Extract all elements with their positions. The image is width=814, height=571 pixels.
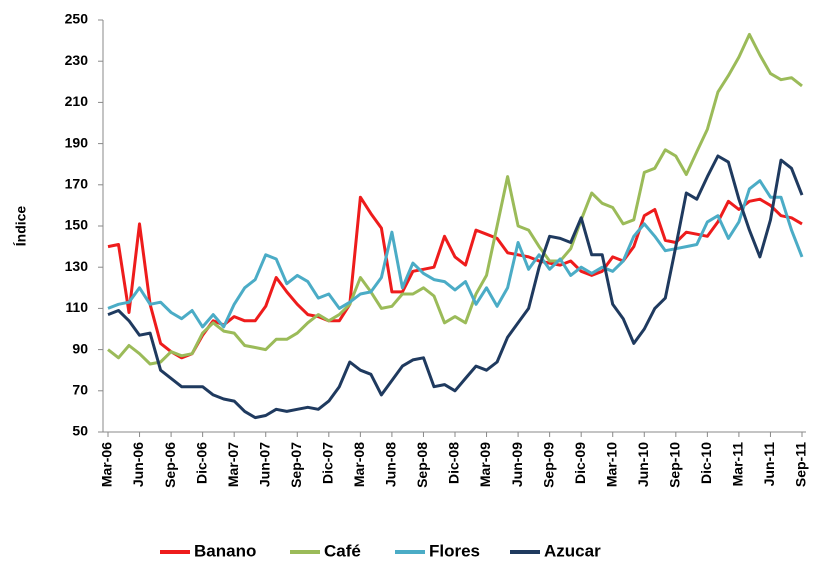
- x-tick-label: Jun-11: [761, 442, 777, 487]
- x-tick-label: Dic-07: [320, 442, 336, 484]
- x-tick-label: Dic-06: [193, 442, 209, 484]
- x-tick-label: Sep-09: [540, 442, 556, 488]
- x-tick-label: Dic-08: [446, 442, 462, 484]
- x-tick-label: Dic-10: [698, 442, 714, 484]
- x-tick-label: Mar-11: [730, 442, 746, 487]
- y-axis-label: Índice: [13, 206, 29, 247]
- x-tick-label: Mar-08: [351, 442, 367, 487]
- x-tick-label: Sep-11: [793, 442, 809, 487]
- x-tick-label: Jun-07: [256, 442, 272, 487]
- y-tick-label: 230: [65, 52, 89, 68]
- legend-label: Café: [324, 541, 361, 560]
- legend-label: Azucar: [544, 541, 601, 560]
- legend-label: Banano: [194, 541, 256, 560]
- series-line: [107, 32, 803, 366]
- x-tick-label: Sep-10: [667, 442, 683, 488]
- y-tick-label: 110: [65, 299, 88, 315]
- series-line: [107, 195, 803, 360]
- x-tick-label: Dic-09: [572, 442, 588, 484]
- x-tick-label: Sep-07: [288, 442, 304, 488]
- x-tick-label: Jun-06: [130, 442, 146, 487]
- x-tick-label: Mar-07: [225, 442, 241, 487]
- y-tick-label: 170: [65, 176, 89, 192]
- y-tick-label: 190: [65, 134, 89, 150]
- x-tick-label: Mar-09: [477, 442, 493, 487]
- x-tick-label: Mar-06: [99, 442, 115, 487]
- y-tick-label: 50: [72, 423, 88, 439]
- y-tick-label: 70: [72, 382, 88, 398]
- y-tick-label: 130: [65, 258, 89, 274]
- y-tick-label: 210: [65, 93, 89, 109]
- x-tick-label: Mar-10: [603, 442, 619, 487]
- x-tick-label: Sep-06: [162, 442, 178, 488]
- series-line: [107, 154, 804, 420]
- y-tick-label: 250: [65, 11, 89, 27]
- x-tick-label: Jun-10: [635, 442, 651, 487]
- y-tick-label: 150: [65, 217, 89, 233]
- x-tick-label: Jun-09: [509, 442, 525, 487]
- x-tick-label: Jun-08: [383, 442, 399, 487]
- series-line: [107, 179, 804, 329]
- y-tick-label: 90: [72, 340, 88, 356]
- x-tick-label: Sep-08: [414, 442, 430, 488]
- legend-label: Flores: [429, 541, 480, 560]
